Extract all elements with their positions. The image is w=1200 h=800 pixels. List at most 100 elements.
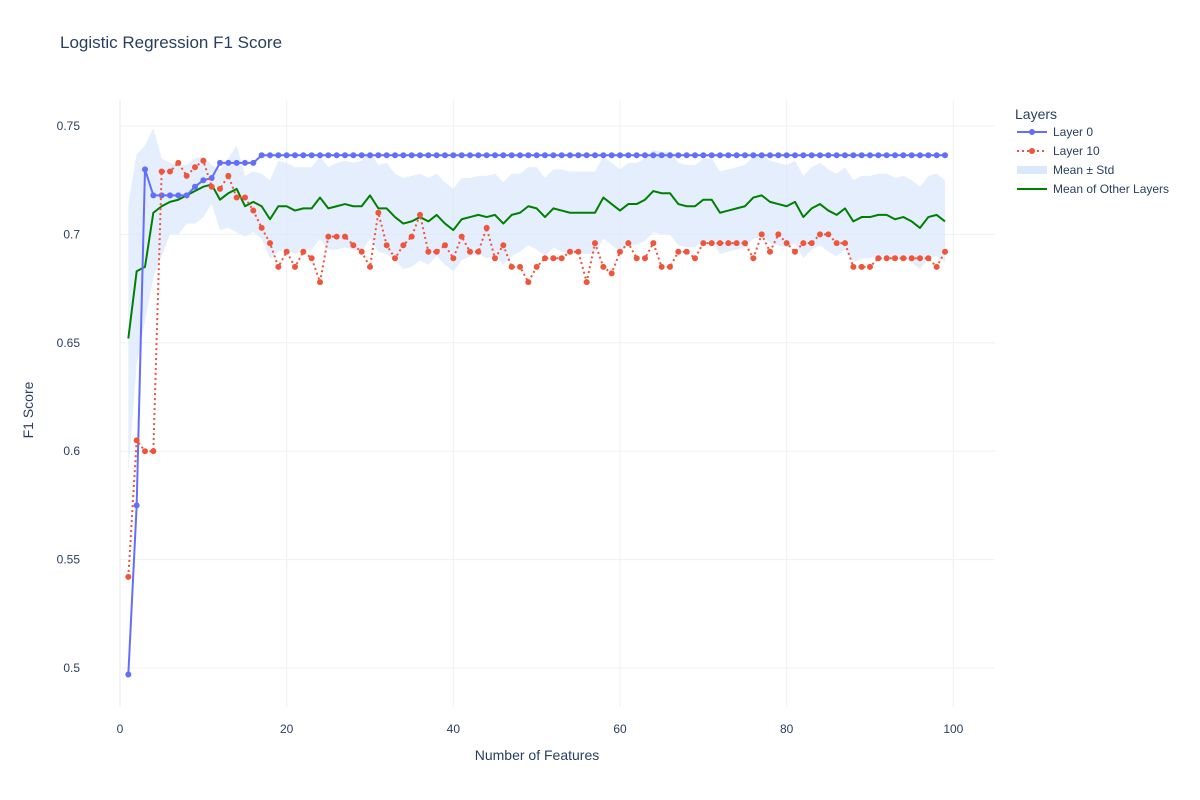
data-point-layer-0	[508, 152, 515, 159]
data-point-layer-0	[142, 166, 148, 173]
data-point-layer-0	[925, 152, 932, 159]
data-point-layer-10	[908, 255, 915, 262]
data-point-layer-0	[908, 152, 915, 159]
y-axis-ticks: 0.5 0.55 0.6 0.65 0.7 0.75	[57, 119, 81, 675]
data-point-layer-0	[683, 152, 690, 159]
data-point-layer-10	[942, 248, 948, 255]
data-point-layer-10	[933, 263, 940, 270]
data-point-layer-10	[558, 255, 565, 262]
data-point-layer-10	[833, 240, 840, 247]
data-point-layer-0	[542, 152, 548, 159]
series-layer	[125, 152, 948, 678]
data-point-layer-0	[275, 152, 282, 159]
data-point-layer-0	[367, 152, 373, 159]
data-point-layer-0	[483, 152, 490, 159]
data-point-layer-10	[458, 233, 465, 240]
data-point-layer-0	[183, 192, 190, 199]
legend-swatch-marker	[1029, 129, 1035, 135]
data-point-layer-0	[808, 152, 815, 159]
data-point-layer-10	[625, 240, 632, 247]
data-point-layer-10	[575, 248, 582, 255]
data-point-layer-0	[742, 152, 748, 159]
data-point-layer-0	[283, 152, 290, 159]
data-point-layer-10	[500, 242, 507, 249]
data-point-layer-10	[792, 248, 798, 255]
data-point-layer-0	[633, 152, 640, 159]
data-point-layer-0	[708, 152, 715, 159]
data-point-layer-10	[742, 240, 748, 247]
x-tick-label: 40	[447, 722, 461, 736]
data-point-layer-10	[692, 255, 698, 262]
data-point-layer-10	[550, 255, 557, 262]
data-point-layer-10	[492, 255, 498, 262]
data-point-layer-0	[225, 159, 232, 166]
data-point-layer-10	[583, 279, 590, 286]
y-tick-label: 0.65	[57, 336, 81, 350]
data-point-layer-10	[325, 233, 332, 240]
data-point-layer-0	[858, 152, 865, 159]
data-point-layer-0	[242, 159, 248, 166]
std-band-layer	[128, 128, 945, 473]
data-point-layer-0	[450, 152, 457, 159]
data-point-layer-10	[142, 448, 148, 455]
y-tick-label: 0.55	[57, 553, 81, 567]
data-point-layer-0	[875, 152, 882, 159]
data-point-layer-0	[308, 152, 315, 159]
legend-item-layer-10[interactable]: Layer 10	[1017, 144, 1100, 158]
legend-item-mean-of-other-layers[interactable]: Mean of Other Layers	[1017, 182, 1169, 196]
data-point-layer-0	[600, 152, 607, 159]
data-point-layer-10	[525, 279, 532, 286]
data-point-layer-10	[667, 263, 673, 270]
data-point-layer-0	[492, 152, 498, 159]
data-point-layer-0	[933, 152, 940, 159]
data-point-layer-0	[917, 152, 923, 159]
data-point-layer-0	[767, 152, 773, 159]
data-point-layer-0	[617, 152, 623, 159]
x-tick-label: 60	[613, 722, 627, 736]
data-point-layer-0	[133, 502, 140, 509]
data-point-layer-10	[725, 240, 732, 247]
data-point-layer-10	[517, 263, 523, 270]
data-point-layer-0	[867, 152, 873, 159]
legend-item-layer-0[interactable]: Layer 0	[1017, 125, 1093, 139]
series-layer-10	[125, 157, 948, 580]
data-point-layer-0	[383, 152, 390, 159]
data-point-layer-0	[425, 152, 432, 159]
data-point-layer-10	[467, 248, 473, 255]
data-point-layer-10	[175, 159, 182, 166]
data-point-layer-0	[658, 152, 665, 159]
data-point-layer-10	[642, 255, 648, 262]
data-point-layer-0	[292, 152, 298, 159]
x-tick-label: 20	[280, 722, 294, 736]
data-point-layer-10	[783, 240, 790, 247]
data-point-layer-0	[667, 152, 673, 159]
y-tick-label: 0.5	[63, 661, 80, 675]
data-point-layer-10	[892, 255, 898, 262]
data-point-layer-0	[725, 152, 732, 159]
data-point-layer-10	[508, 263, 515, 270]
data-point-layer-0	[942, 152, 948, 159]
legend-swatch	[1017, 166, 1047, 174]
data-point-layer-10	[250, 207, 257, 214]
data-point-layer-10	[758, 231, 765, 238]
data-point-layer-0	[567, 152, 573, 159]
data-point-layer-10	[658, 263, 665, 270]
data-point-layer-0	[842, 152, 848, 159]
x-tick-label: 100	[943, 722, 963, 736]
data-point-layer-10	[367, 263, 373, 270]
data-point-layer-0	[517, 152, 523, 159]
data-point-layer-0	[758, 152, 765, 159]
data-point-layer-10	[825, 231, 832, 238]
data-point-layer-0	[817, 152, 823, 159]
data-point-layer-10	[217, 185, 223, 192]
data-point-layer-10	[800, 240, 807, 247]
data-point-layer-0	[375, 152, 382, 159]
legend-item-mean-std[interactable]: Mean ± Std	[1017, 163, 1114, 177]
legend[interactable]: Layers Layer 0 Layer 10 Mean ± Std Mean of …	[1015, 106, 1169, 196]
data-point-layer-10	[750, 255, 757, 262]
data-point-layer-10	[400, 242, 407, 249]
data-point-layer-10	[875, 255, 882, 262]
data-point-layer-10	[917, 255, 923, 262]
std-band-area	[128, 128, 945, 473]
data-point-layer-10	[150, 448, 157, 455]
